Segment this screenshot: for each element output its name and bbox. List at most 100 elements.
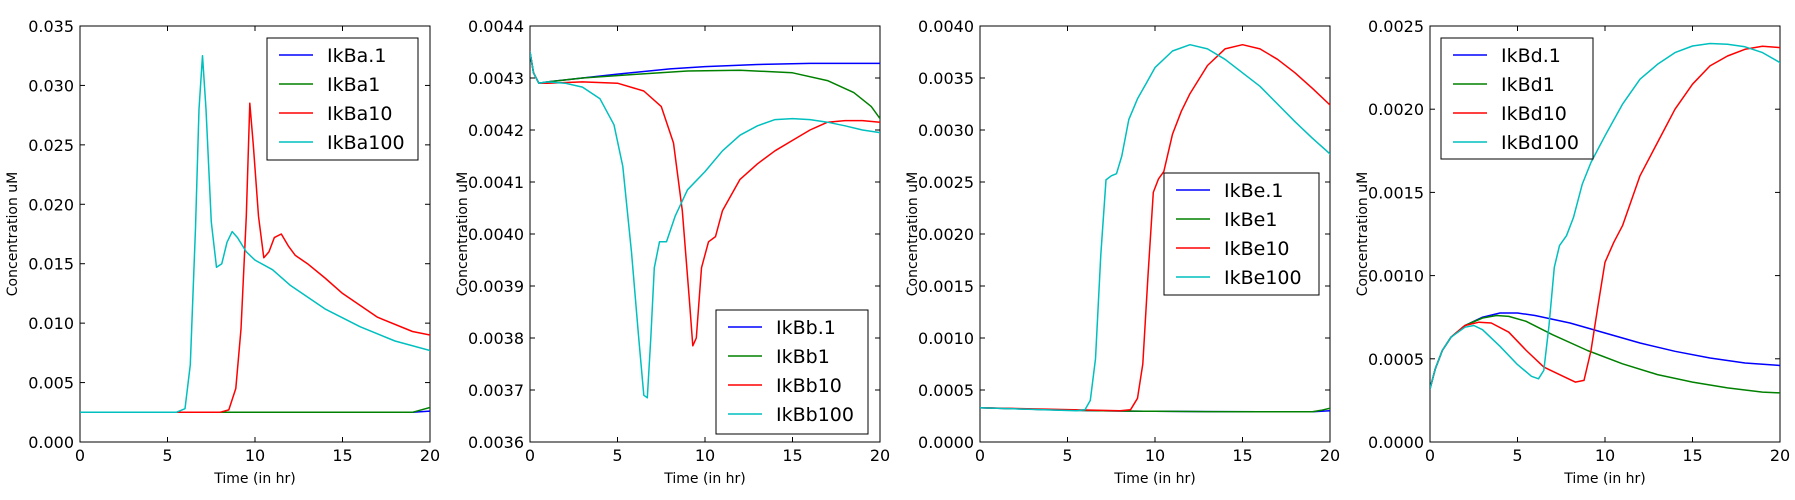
y-tick-label: 0.0035 xyxy=(918,69,974,88)
x-axis-label: Time (in hr) xyxy=(1563,471,1645,487)
legend-label: IkBb10 xyxy=(776,375,842,397)
y-tick-label: 0.015 xyxy=(28,255,74,274)
y-axis-label: Concentration uM xyxy=(1355,172,1371,296)
y-tick-label: 0.0036 xyxy=(468,433,524,452)
y-tick-label: 0.0000 xyxy=(1368,433,1424,452)
x-tick-label: 15 xyxy=(1232,446,1252,465)
legend-label: IkBb1 xyxy=(776,346,830,368)
x-tick-label: 0 xyxy=(1425,446,1435,465)
y-tick-label: 0.035 xyxy=(28,17,74,36)
series-line-IkBd.1 xyxy=(1430,312,1780,390)
legend-label: IkBb.1 xyxy=(776,317,836,339)
y-tick-label: 0.0040 xyxy=(918,17,974,36)
x-tick-label: 5 xyxy=(1512,446,1522,465)
x-tick-label: 15 xyxy=(782,446,802,465)
y-axis-label: Concentration uM xyxy=(905,172,921,296)
y-tick-label: 0.0000 xyxy=(918,433,974,452)
y-tick-label: 0.030 xyxy=(28,76,74,95)
legend-label: IkBa10 xyxy=(327,103,392,125)
y-tick-label: 0.0010 xyxy=(1368,267,1424,286)
x-tick-label: 5 xyxy=(162,446,172,465)
y-tick-label: 0.0037 xyxy=(468,381,524,400)
legend-label: IkBd100 xyxy=(1501,132,1579,154)
chart-panel-2: 0 5 10 15 20 0.0036 0.0037 0.0038 0.0039 0.0040 0.… xyxy=(455,17,890,487)
y-tick-label: 0.0020 xyxy=(1368,100,1424,119)
legend-label: IkBb100 xyxy=(776,404,854,426)
legend-box xyxy=(266,37,419,161)
x-tick-label: 10 xyxy=(1595,446,1615,465)
legend-box xyxy=(1163,172,1320,296)
x-tick-label: 5 xyxy=(612,446,622,465)
y-axis-label: Concentration uM xyxy=(455,172,471,296)
y-axis-label: Concentration uM xyxy=(5,172,21,296)
y-tick-label: 0.0044 xyxy=(468,17,524,36)
y-tick-label: 0.0010 xyxy=(918,329,974,348)
x-tick-label: 0 xyxy=(975,446,985,465)
chart-panel-1: 0 5 10 15 20 0.000 0.005 0.010 0.015 0.020 0.025 0.… xyxy=(5,17,440,487)
legend: IkBd.1 IkBd1 IkBd10 IkBd100 xyxy=(1440,37,1594,160)
x-tick-label: 10 xyxy=(245,446,265,465)
x-tick-label: 15 xyxy=(1682,446,1702,465)
series-line-IkBe100 xyxy=(980,43,1330,412)
legend-label: IkBd.1 xyxy=(1501,45,1561,67)
y-tick-label: 0.0005 xyxy=(918,381,974,400)
series-line-IkBe10 xyxy=(980,43,1330,412)
legend-label: IkBe1 xyxy=(1224,209,1277,231)
legend-label: IkBe100 xyxy=(1224,267,1302,289)
y-tick-label: 0.0042 xyxy=(468,121,524,140)
x-tick-label: 0 xyxy=(525,446,535,465)
x-tick-label: 10 xyxy=(695,446,715,465)
y-tick-label: 0.0005 xyxy=(1368,350,1424,369)
y-tick-label: 0.020 xyxy=(28,195,74,214)
x-axis-label: Time (in hr) xyxy=(1113,471,1195,487)
legend-label: IkBa100 xyxy=(327,132,405,154)
x-axis-label: Time (in hr) xyxy=(663,471,745,487)
series-line-IkBb1 xyxy=(530,51,880,120)
x-tick-label: 20 xyxy=(1320,446,1340,465)
legend: IkBb.1 IkBb1 IkBb10 IkBb100 xyxy=(715,309,869,435)
y-tick-label: 0.0015 xyxy=(1368,183,1424,202)
series-line-IkBa100 xyxy=(80,54,430,414)
y-tick-label: 0.0041 xyxy=(468,173,524,192)
x-axis-label: Time (in hr) xyxy=(213,471,295,487)
y-tick-label: 0.005 xyxy=(28,374,74,393)
legend-label: IkBd1 xyxy=(1501,74,1555,96)
series-lines xyxy=(80,54,430,414)
y-tick-label: 0.0015 xyxy=(918,277,974,296)
y-tick-label: 0.0020 xyxy=(918,225,974,244)
y-tick-label: 0.0039 xyxy=(468,277,524,296)
y-tick-label: 0.0025 xyxy=(1368,17,1424,36)
x-tick-label: 15 xyxy=(332,446,352,465)
legend-label: IkBa1 xyxy=(327,74,380,96)
series-lines xyxy=(980,43,1330,413)
x-tick-label: 0 xyxy=(75,446,85,465)
series-line-IkBd100 xyxy=(1430,42,1780,390)
series-line-IkBb100 xyxy=(530,51,880,399)
series-lines xyxy=(530,51,880,399)
series-line-IkBd1 xyxy=(1430,314,1780,394)
x-tick-label: 20 xyxy=(420,446,440,465)
legend-label: IkBd10 xyxy=(1501,103,1567,125)
chart-panel-4: 0 5 10 15 20 0.0000 0.0005 0.0010 0.0015 0.0020 0.… xyxy=(1355,17,1790,487)
series-line-IkBb10 xyxy=(530,51,880,347)
legend-label: IkBe10 xyxy=(1224,238,1290,260)
y-tick-label: 0.000 xyxy=(28,433,74,452)
y-tick-label: 0.0025 xyxy=(918,173,974,192)
y-tick-label: 0.0030 xyxy=(918,121,974,140)
x-tick-label: 20 xyxy=(1770,446,1790,465)
series-line-IkBa10 xyxy=(80,102,430,414)
y-tick-label: 0.0040 xyxy=(468,225,524,244)
series-lines xyxy=(1430,42,1780,394)
x-tick-label: 20 xyxy=(870,446,890,465)
y-tick-label: 0.010 xyxy=(28,314,74,333)
legend-label: IkBa.1 xyxy=(327,45,386,67)
y-tick-label: 0.0038 xyxy=(468,329,524,348)
series-line-IkBd10 xyxy=(1430,45,1780,390)
legend-box xyxy=(1440,37,1594,160)
x-tick-label: 10 xyxy=(1145,446,1165,465)
legend-label: IkBe.1 xyxy=(1224,180,1283,202)
chart-panel-3: 0 5 10 15 20 0.0000 0.0005 0.0010 0.0015 0.0020 0.… xyxy=(905,17,1340,487)
legend: IkBa.1 IkBa1 IkBa10 IkBa100 xyxy=(266,37,419,161)
x-tick-label: 5 xyxy=(1062,446,1072,465)
